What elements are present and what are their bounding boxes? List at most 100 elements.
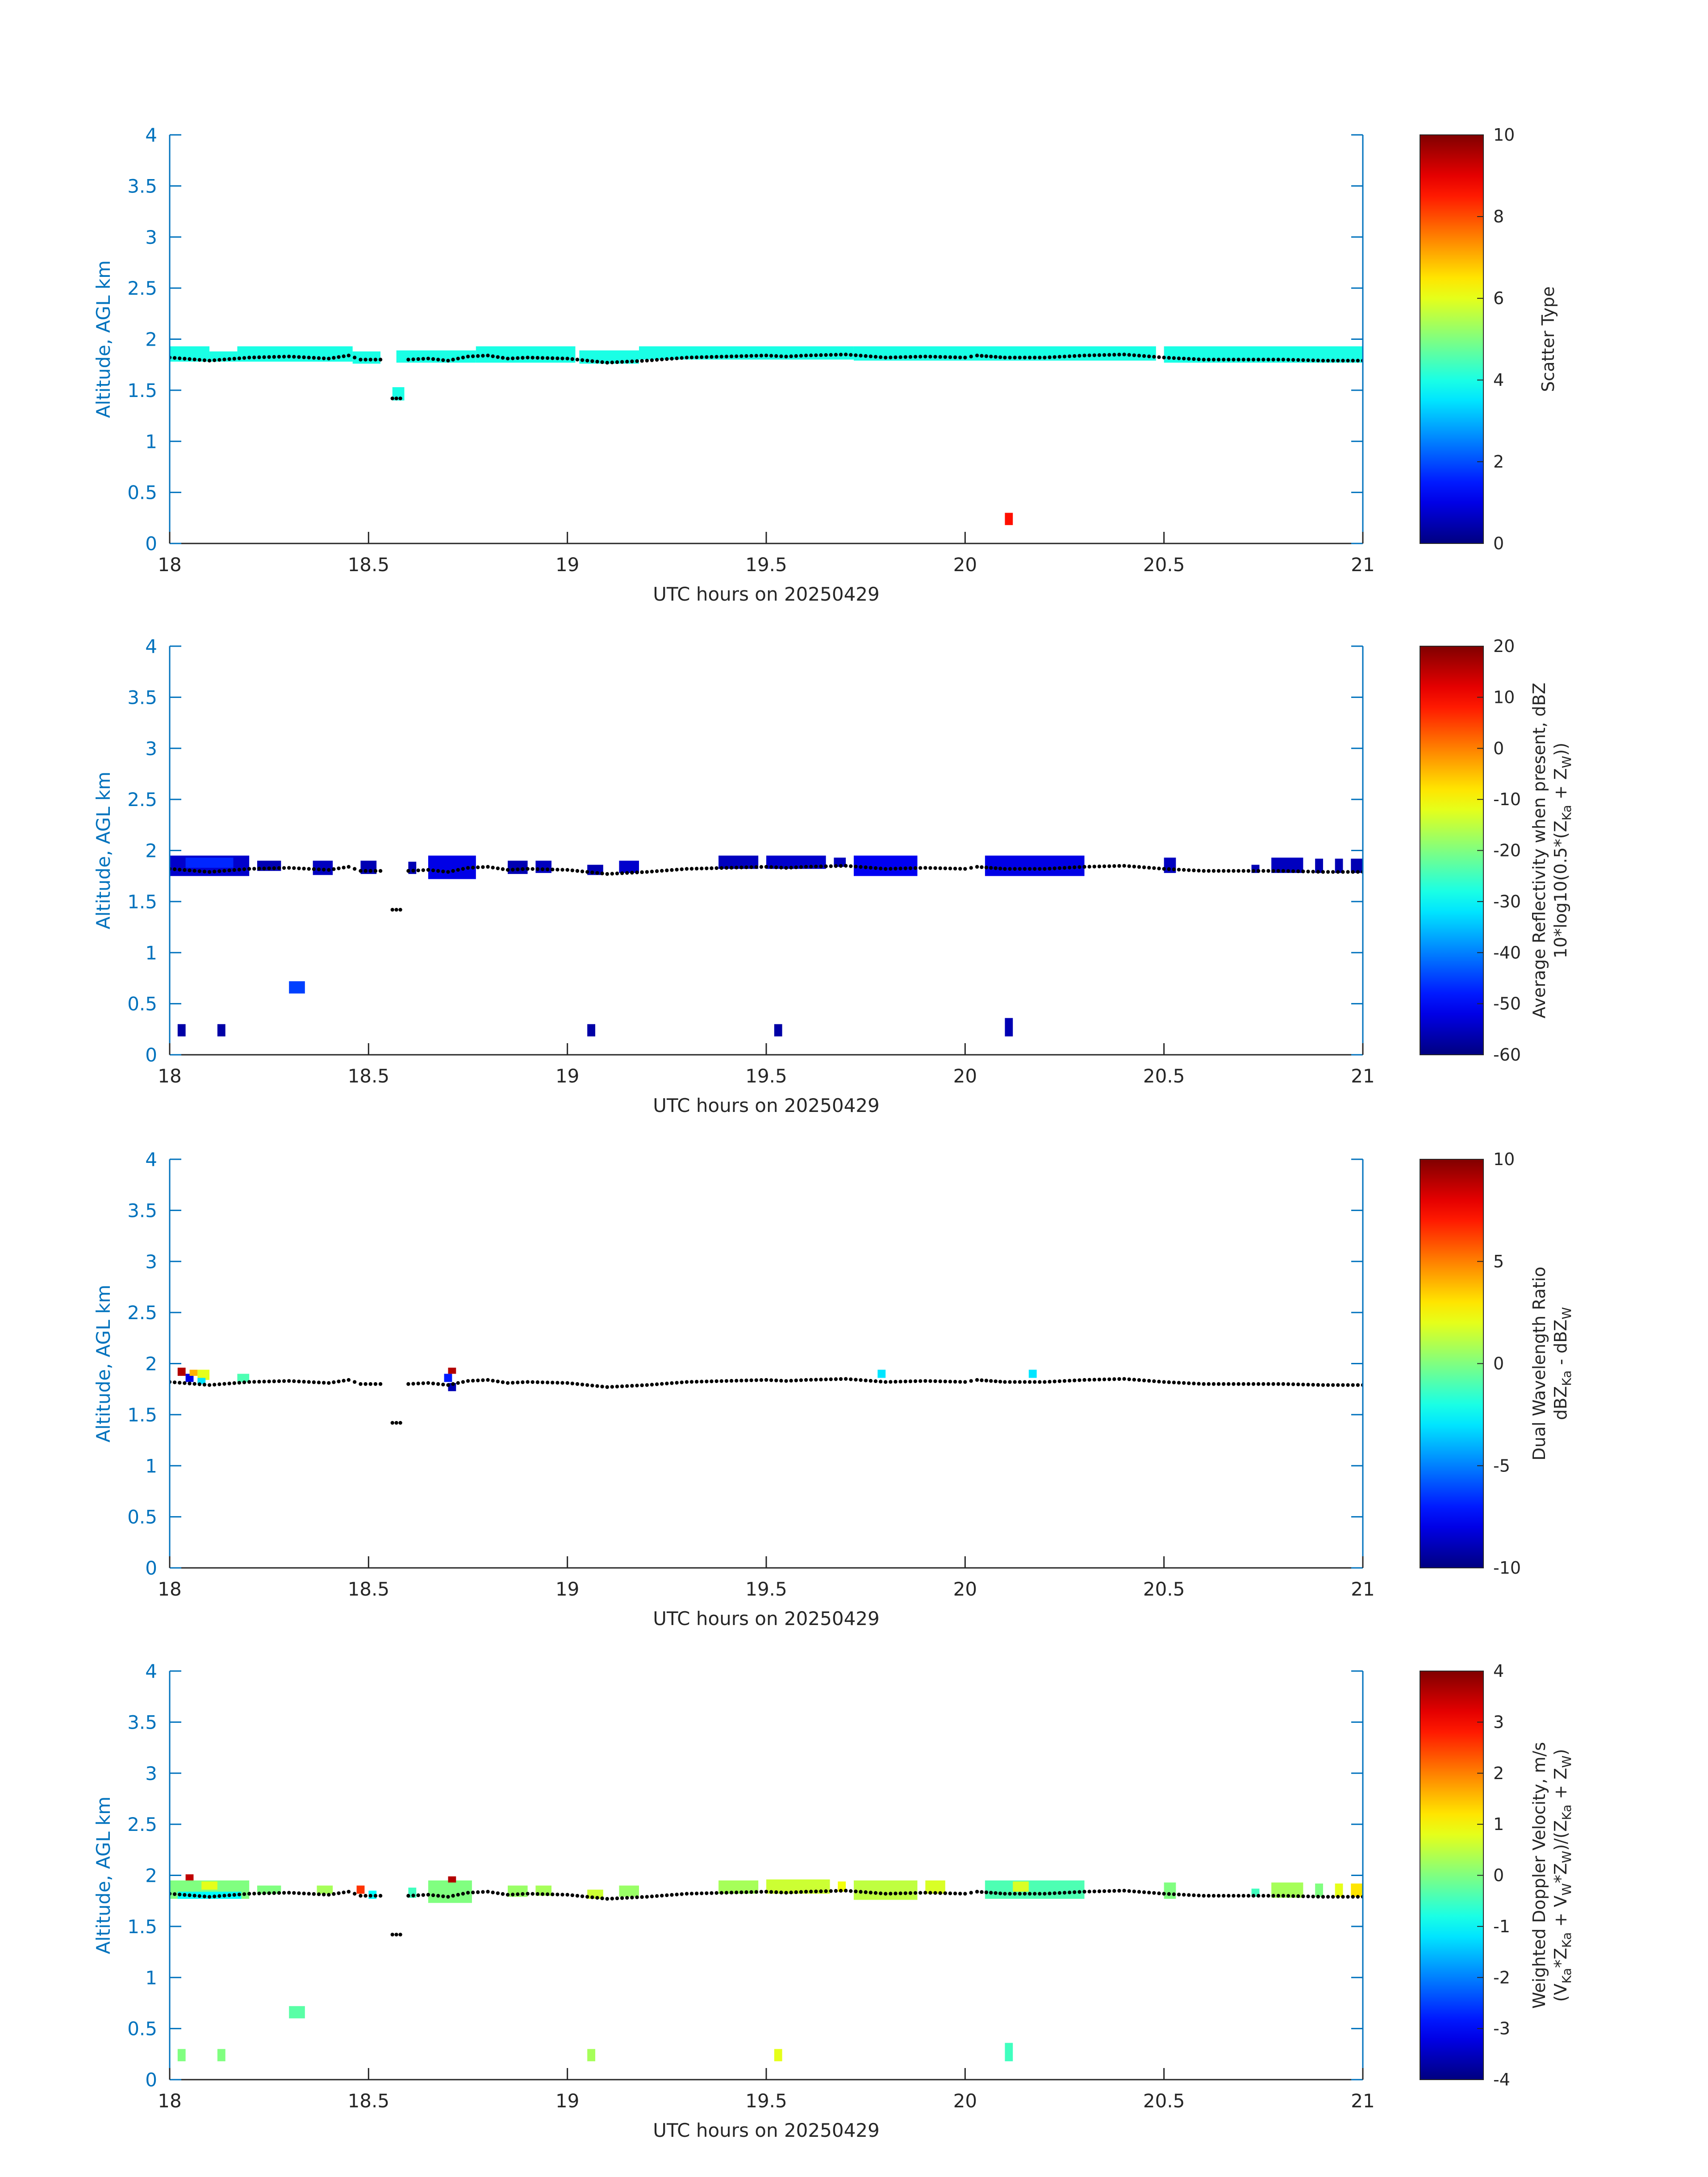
cloud-base-dot [560,1893,564,1897]
cloud-base-dot [540,1892,545,1896]
cloud-base-dot [1197,1382,1201,1386]
cloud-base-dot [1266,1894,1270,1898]
cloud-base-dot [1216,1894,1221,1898]
cloud-base-dot [938,1379,942,1383]
cloud-base-dot [516,867,520,872]
cloud-base-dot [247,1380,251,1384]
y-tick-label: 2.5 [127,789,157,811]
cloud-base-dot [317,1892,321,1897]
cloud-base-dot [530,867,535,871]
cloud-base-dot [237,868,242,872]
cloud-base-dot [809,1889,813,1894]
cloud-base-dot [854,353,858,357]
cloud-base-dot [869,1379,873,1383]
cloud-base-dot [1257,1894,1261,1898]
cloud-base-dot [446,870,450,874]
cloud-base-dot [670,1893,674,1897]
cloud-base-dot [1291,1894,1295,1898]
cloud-base-dot [471,354,475,359]
cloud-base-dot [958,1892,962,1896]
cloud-base-dot [859,865,863,869]
cloud-base-dot [819,865,823,869]
y-tick-label: 4 [145,1660,157,1682]
cloud-base-dot [342,865,346,870]
cloud-base-dot [1057,1891,1062,1895]
heatmap-cell [217,1024,226,1036]
cloud-base-dot [809,1378,813,1382]
cloud-base-dot [769,1890,773,1894]
heatmap-cell [508,861,528,874]
cloud-base-dot [227,868,231,873]
cloud-base-dot [779,1890,783,1895]
cloud-base-dot [1008,1892,1012,1896]
cloud-base-dot [754,1378,758,1382]
colorbar-tick-label: -30 [1493,892,1521,911]
cloud-base-dot [1073,1379,1077,1383]
cloud-base-dot [451,1894,455,1898]
cloud-base-dot [595,1896,599,1900]
cloud-base-dot [1177,868,1181,872]
heatmap-cell [985,1880,1085,1899]
cloud-base-dot [958,1380,962,1384]
cloud-base-dot [481,1378,485,1382]
cloud-base-dot [570,1381,575,1386]
cloud-base-dot [705,355,709,359]
cloud-base-dot [287,355,291,359]
cloud-base-dot [943,1379,947,1383]
cloud-base-dot [481,865,485,869]
cloud-base-dot [670,1381,674,1385]
cloud-base-dot [1211,358,1216,362]
cloud-base-dot [700,866,704,871]
cloud-base-dot [873,866,878,870]
cloud-base-dot [938,866,942,870]
cloud-base-dot [804,1889,808,1894]
cloud-base-dot [322,1381,326,1385]
cloud-base-dot [984,1379,989,1383]
cloud-base-dot [347,1889,351,1894]
cloud-base-dot [829,1377,833,1381]
cloud-base-dot [406,869,410,873]
cloud-base-dot [486,865,490,869]
cloud-base-dot [1356,870,1360,874]
cloud-base-dot [262,866,266,871]
colorbar-tick-label: -20 [1493,841,1521,861]
cloud-base-dot [975,865,979,869]
cloud-base-dot [1137,1890,1141,1894]
cloud-base-dot [933,355,937,359]
cloud-base-dot [1162,355,1166,359]
cloud-base-dot [759,865,764,869]
heatmap-cell [317,1885,333,1894]
heatmap-cell [177,1367,186,1376]
cloud-base-dot [859,354,863,358]
cloud-base-dot [287,866,291,870]
cloud-base-dot [252,867,256,871]
cloud-base-dot [1257,358,1261,362]
cloud-base-dot [178,1381,182,1385]
cloud-base-dot [630,1896,634,1900]
cloud-base-dot [555,1893,560,1897]
cloud-base-dot [1182,356,1186,361]
colorbar-label-line: Dual Wavelength Ratio [1529,1266,1549,1460]
cloud-base-dot [928,1891,932,1895]
y-tick-label: 4 [145,1149,157,1170]
cloud-base-dot [242,356,246,360]
y-tick-label: 0.5 [127,1506,157,1528]
cloud-base-dot [585,359,589,363]
y-axis-label: Altitude, AGL km [92,1797,114,1954]
cloud-base-dot [744,1379,748,1383]
cloud-base-dot [948,355,952,359]
cloud-base-dot [476,1890,480,1894]
cloud-base-dot [347,1378,351,1382]
cloud-base-dot [501,356,505,360]
heatmap-cell [217,2049,226,2061]
cloud-base-dot [277,355,281,359]
cloud-base-dot [292,866,296,870]
heatmap-cell [853,855,918,876]
cloud-base-dot [873,1891,878,1895]
cloud-base-dot [1222,358,1226,362]
colorbar-label-line: Weighted Doppler Velocity, m/s [1529,1742,1549,2009]
cloud-base-dot [272,1379,276,1383]
cloud-base-dot [262,1379,266,1384]
cloud-base-dot [560,1381,564,1385]
